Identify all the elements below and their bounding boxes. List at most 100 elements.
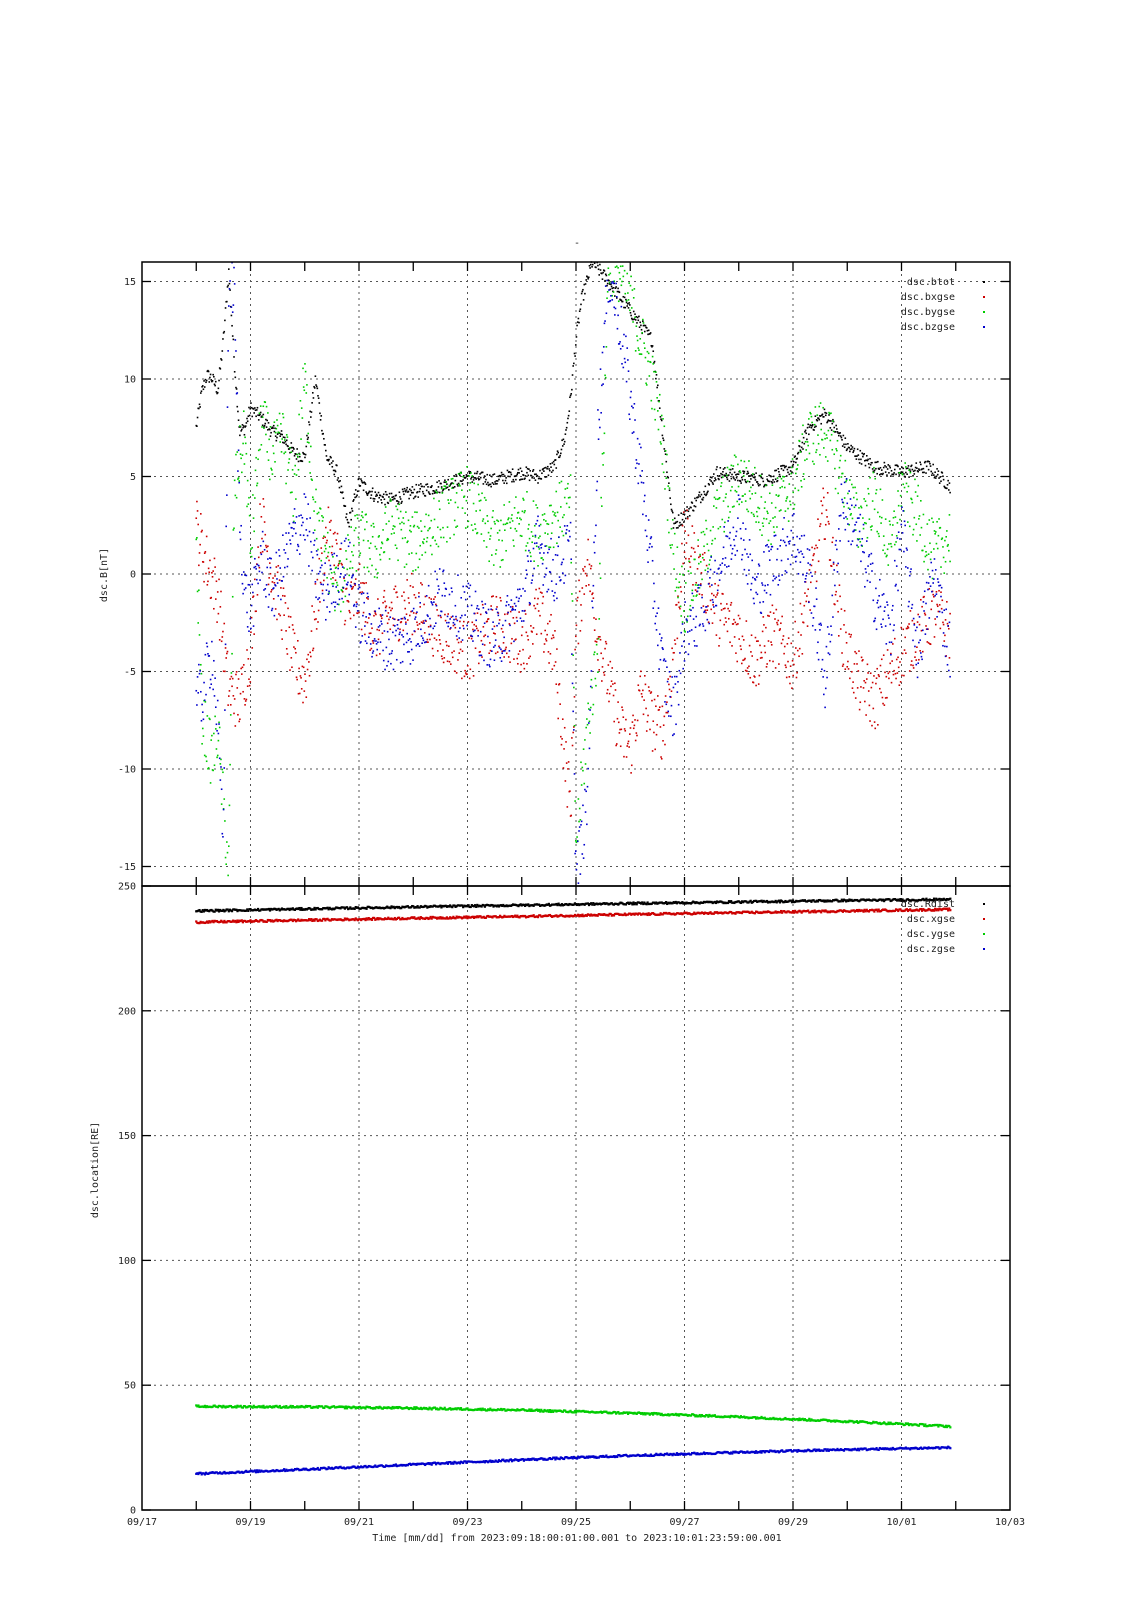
magnetic-field-point-bygse: [687, 570, 690, 572]
magnetic-field-point-bygse: [223, 798, 226, 800]
magnetic-field-point-bygse: [433, 497, 435, 500]
magnetic-field-point-bzgse: [197, 692, 200, 694]
magnetic-field-point-bxgse: [469, 668, 472, 671]
magnetic-field-point-bxgse: [211, 572, 213, 574]
magnetic-field-point-btot: [774, 469, 776, 472]
magnetic-field-point-bzgse: [248, 630, 250, 633]
magnetic-field-point-bzgse: [541, 543, 543, 545]
magnetic-field-point-bygse: [602, 452, 605, 454]
magnetic-field-point-btot: [748, 480, 751, 483]
magnetic-field-point-bxgse: [881, 696, 884, 699]
magnetic-field-point-bzgse: [446, 621, 448, 624]
magnetic-field-point-bzgse: [506, 595, 509, 597]
magnetic-field-point-bygse: [421, 541, 424, 543]
magnetic-field-point-btot: [569, 396, 571, 399]
magnetic-field-point-bzgse: [388, 653, 391, 655]
magnetic-field-point-bygse: [711, 539, 714, 542]
magnetic-field-point-bygse: [552, 510, 554, 513]
magnetic-field-point-bzgse: [735, 535, 737, 537]
magnetic-field-point-bzgse: [298, 553, 301, 555]
magnetic-field-point-bzgse: [489, 658, 492, 661]
magnetic-field-point-bygse: [909, 471, 912, 474]
magnetic-field-point-bygse: [588, 720, 591, 723]
magnetic-field-point-bygse: [407, 519, 410, 522]
magnetic-field-point-bygse: [702, 530, 705, 533]
magnetic-field-point-bzgse: [533, 567, 535, 570]
magnetic-field-point-bzgse: [262, 540, 265, 543]
magnetic-field-point-bygse: [848, 523, 851, 526]
magnetic-field-point-bygse: [481, 520, 484, 522]
location-point-Rdist: [309, 907, 312, 910]
magnetic-field-point-bzgse: [791, 514, 794, 517]
magnetic-field-point-bzgse: [821, 658, 824, 661]
magnetic-field-point-bygse: [402, 517, 405, 519]
magnetic-field-point-bxgse: [216, 621, 218, 623]
magnetic-field-point-bzgse: [271, 607, 274, 610]
magnetic-field-point-bxgse: [340, 562, 343, 565]
magnetic-field-point-bygse: [864, 500, 867, 503]
magnetic-field-point-bygse: [692, 599, 694, 602]
magnetic-field-point-bxgse: [740, 648, 742, 651]
magnetic-field-point-bxgse: [219, 606, 222, 608]
magnetic-field-point-bygse: [310, 478, 313, 480]
magnetic-field-point-bzgse: [465, 585, 468, 588]
magnetic-field-point-bzgse: [893, 559, 896, 562]
magnetic-field-point-btot: [420, 483, 422, 485]
magnetic-field-point-bxgse: [309, 651, 311, 654]
magnetic-field-point-bxgse: [456, 638, 459, 641]
magnetic-field-point-btot: [457, 485, 459, 487]
magnetic-field-point-bygse: [821, 438, 824, 441]
magnetic-field-point-bygse: [387, 538, 390, 541]
magnetic-field-point-bxgse: [243, 698, 246, 700]
magnetic-field-point-bzgse: [737, 517, 739, 519]
magnetic-field-point-bzgse: [800, 550, 802, 553]
magnetic-field-point-btot: [264, 422, 267, 425]
magnetic-field-point-bxgse: [329, 529, 332, 531]
magnetic-field-point-bxgse: [517, 662, 519, 665]
magnetic-field-point-btot: [577, 317, 580, 320]
magnetic-field-point-bxgse: [560, 743, 563, 746]
magnetic-field-point-bygse: [650, 399, 653, 402]
magnetic-field-point-bzgse: [923, 610, 925, 612]
magnetic-field-point-bxgse: [390, 601, 393, 604]
magnetic-field-point-bzgse: [601, 384, 603, 387]
magnetic-field-point-bxgse: [629, 727, 632, 729]
magnetic-field-point-bxgse: [289, 616, 292, 618]
magnetic-field-point-bxgse: [431, 647, 434, 650]
magnetic-field-point-bxgse: [345, 587, 348, 590]
magnetic-field-point-bygse: [794, 487, 796, 490]
magnetic-field-point-btot: [306, 438, 309, 441]
magnetic-field-point-bygse: [809, 412, 812, 415]
magnetic-field-point-bxgse: [530, 625, 532, 627]
magnetic-field-point-btot: [531, 476, 533, 479]
magnetic-field-point-bygse: [403, 522, 405, 525]
magnetic-field-point-bzgse: [520, 620, 523, 622]
magnetic-field-point-bzgse: [203, 681, 205, 684]
magnetic-field-point-bxgse: [380, 615, 382, 617]
magnetic-field-point-bxgse: [880, 658, 883, 661]
magnetic-field-point-bxgse: [276, 618, 278, 621]
magnetic-field-point-bzgse: [654, 622, 657, 625]
magnetic-field-point-bxgse: [930, 608, 933, 611]
magnetic-field-point-btot: [801, 441, 804, 444]
magnetic-field-point-bygse: [264, 401, 267, 404]
magnetic-field-point-bxgse: [902, 628, 905, 631]
magnetic-field-point-bygse: [205, 755, 207, 758]
magnetic-field-point-bygse: [267, 459, 270, 461]
magnetic-field-point-btot: [530, 474, 533, 477]
magnetic-field-point-bzgse: [580, 824, 582, 826]
magnetic-field-point-btot: [686, 506, 688, 508]
magnetic-field-point-bzgse: [517, 600, 520, 603]
magnetic-field-point-bxgse: [772, 660, 774, 663]
magnetic-field-point-bxgse: [584, 565, 586, 568]
magnetic-field-point-bxgse: [509, 661, 511, 664]
magnetic-field-point-btot: [561, 439, 563, 442]
magnetic-field-point-bzgse: [834, 544, 837, 546]
magnetic-field-point-btot: [536, 474, 539, 477]
magnetic-field-point-bzgse: [750, 582, 753, 585]
magnetic-field-point-btot: [214, 380, 217, 383]
magnetic-field-point-bygse: [567, 496, 570, 499]
magnetic-field-point-btot: [791, 465, 794, 467]
magnetic-field-point-btot: [528, 479, 531, 482]
magnetic-field-point-bzgse: [886, 601, 888, 603]
